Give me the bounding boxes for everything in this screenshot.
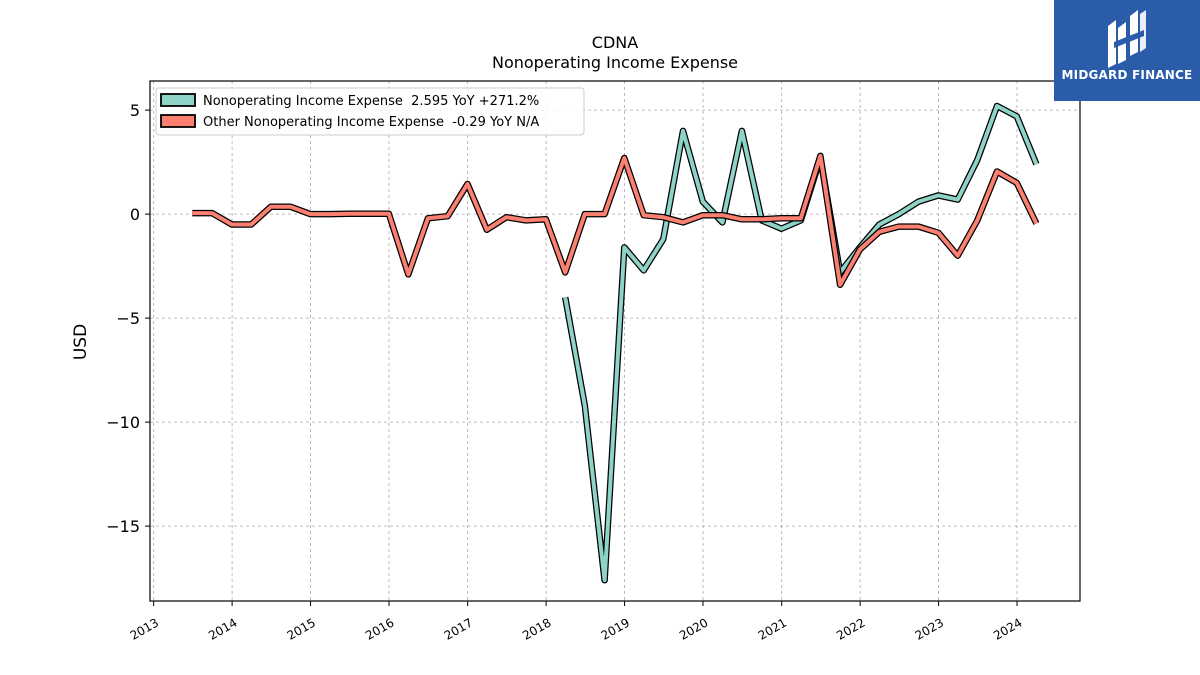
- legend-box: [155, 87, 585, 136]
- legend: Nonoperating Income Expense 2.595 YoY +2…: [155, 87, 585, 136]
- chart-subtitle: Nonoperating Income Expense: [492, 53, 738, 72]
- y-tick-label: −10: [106, 413, 140, 432]
- x-tick-label: 2020: [677, 615, 710, 642]
- y-tick-label: −5: [116, 309, 140, 328]
- series-line-2: [192, 152, 1040, 289]
- x-tick-label: 2023: [913, 615, 946, 642]
- x-tick-label: 2024: [991, 615, 1024, 642]
- y-tick-label: 5: [130, 101, 140, 120]
- series-line-1: [562, 102, 1040, 584]
- x-tick-label: 2018: [520, 615, 553, 642]
- legend-label-1: Nonoperating Income Expense 2.595 YoY +2…: [203, 94, 539, 109]
- series-lines: [192, 102, 1040, 584]
- brand-logo: MIDGARD FINANCE: [1054, 0, 1200, 101]
- series-outline-1: [562, 102, 1040, 584]
- y-tick-label: −15: [106, 517, 140, 536]
- plot-frame: [149, 80, 1081, 602]
- grid-lines: [150, 81, 1080, 601]
- midgard-logo-icon: [1108, 10, 1146, 68]
- x-tick-label: 2017: [442, 615, 475, 642]
- series-path-2: [192, 153, 1039, 287]
- brand-name: MIDGARD FINANCE: [1061, 68, 1193, 82]
- x-tick-label: 2015: [285, 615, 318, 642]
- x-tick-label: 2014: [206, 615, 239, 642]
- legend-swatch-2: [160, 114, 196, 128]
- x-tick-label: 2016: [363, 615, 396, 642]
- y-axis-label: USD: [71, 324, 91, 360]
- x-axis: 2013 2014 2015 2016 2017 2018 2019 2020 2021 2022…: [128, 601, 1025, 643]
- y-axis: 5 0 −5 −10 −15: [106, 101, 150, 536]
- y-tick-label: 0: [130, 205, 140, 224]
- series-outline-2: [192, 152, 1040, 289]
- chart-title: CDNA: [592, 33, 638, 52]
- legend-label-2: Other Nonoperating Income Expense -0.29 …: [203, 115, 539, 130]
- x-tick-label: 2021: [756, 615, 789, 642]
- legend-swatch-1: [160, 93, 196, 107]
- x-tick-label: 2022: [834, 615, 867, 642]
- x-tick-label: 2019: [599, 615, 632, 642]
- x-tick-label: 2013: [128, 615, 161, 642]
